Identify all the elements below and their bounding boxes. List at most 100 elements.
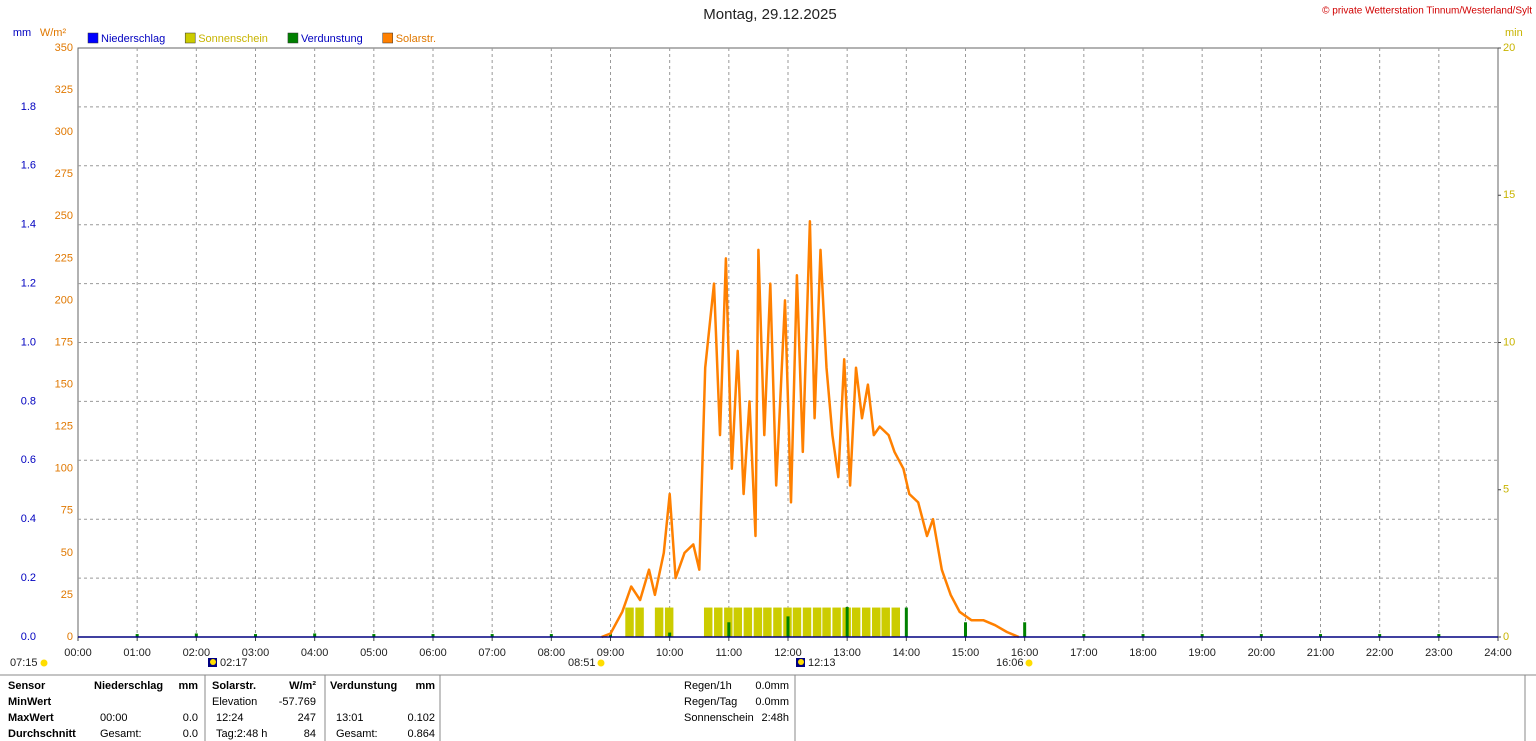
extra-label: Sonnenschein bbox=[684, 712, 754, 724]
marker-label: 12:13 bbox=[808, 657, 836, 669]
x-tick-label: 11:00 bbox=[715, 647, 742, 659]
evaporation-bar bbox=[668, 632, 672, 637]
y-tick-label: 0.6 bbox=[21, 454, 36, 466]
table-header: Solarstr. bbox=[212, 680, 256, 692]
y-tick-label: 1.8 bbox=[21, 101, 36, 113]
table-cell: -57.769 bbox=[279, 696, 316, 708]
legend-label: Verdunstung bbox=[301, 33, 363, 45]
x-tick-label: 12:00 bbox=[774, 647, 802, 659]
sunshine-bar bbox=[773, 607, 782, 637]
y-tick-label: 25 bbox=[61, 589, 73, 601]
evaporation-bar bbox=[964, 622, 967, 637]
table-header: mm bbox=[415, 680, 435, 692]
y-tick-label: 225 bbox=[55, 252, 73, 264]
solar-line bbox=[601, 220, 1020, 639]
y-tick-label: 300 bbox=[55, 126, 73, 138]
row-label: MaxWert bbox=[8, 712, 54, 724]
evaporation-bar bbox=[431, 634, 435, 637]
sunshine-bar bbox=[802, 607, 812, 637]
evaporation-bar bbox=[372, 634, 376, 637]
x-tick-label: 05:00 bbox=[360, 647, 388, 659]
extra-label: Regen/Tag bbox=[684, 696, 737, 708]
y-tick-label: 0.4 bbox=[21, 513, 36, 525]
evaporation-bar bbox=[1200, 634, 1204, 637]
y-tick-label: 0.0 bbox=[21, 631, 36, 643]
table-cell: 0.864 bbox=[407, 728, 435, 740]
sunshine-bar bbox=[891, 607, 901, 637]
evaporation-bar bbox=[609, 633, 612, 637]
y-tick-label: 200 bbox=[55, 294, 73, 306]
marker-label: 07:15 bbox=[10, 657, 38, 669]
y-tick-label: 5 bbox=[1503, 484, 1509, 496]
sunshine-bar bbox=[625, 607, 634, 637]
legend-swatch bbox=[87, 32, 99, 44]
sunshine-bar bbox=[851, 607, 861, 637]
table-header: mm bbox=[178, 680, 198, 692]
y-tick-label: 15 bbox=[1503, 189, 1515, 201]
y-tick-label: 325 bbox=[55, 84, 73, 96]
y-tick-label: 350 bbox=[55, 42, 73, 54]
moon-icon bbox=[210, 659, 216, 665]
sunshine-bar bbox=[792, 607, 802, 637]
evaporation-bar bbox=[1141, 634, 1145, 637]
sunshine-bar bbox=[664, 607, 674, 637]
axis-unit: mm bbox=[13, 27, 31, 39]
evaporation-bar bbox=[1437, 634, 1441, 637]
evaporation-bar bbox=[313, 633, 317, 637]
x-tick-label: 15:00 bbox=[952, 647, 980, 659]
extra-value: 2:48h bbox=[761, 712, 789, 724]
x-tick-label: 23:00 bbox=[1425, 647, 1453, 659]
table-header: Sensor bbox=[8, 680, 46, 692]
table-cell: 00:00 bbox=[100, 712, 128, 724]
y-tick-label: 75 bbox=[61, 505, 73, 517]
evaporation-bar bbox=[490, 634, 494, 637]
y-tick-label: 1.6 bbox=[21, 160, 36, 172]
sunshine-bar bbox=[753, 607, 763, 637]
table-cell: Gesamt: bbox=[336, 728, 378, 740]
evaporation-bar bbox=[845, 606, 849, 637]
extra-value: 0.0mm bbox=[755, 680, 789, 692]
y-tick-label: 0.2 bbox=[21, 572, 36, 584]
legend-label: Sonnenschein bbox=[198, 33, 268, 45]
sunshine-bar bbox=[872, 607, 881, 637]
x-tick-label: 02:00 bbox=[183, 647, 211, 659]
table-header: Niederschlag bbox=[94, 680, 163, 692]
extra-value: 0.0mm bbox=[755, 696, 789, 708]
extra-label: Regen/1h bbox=[684, 680, 732, 692]
evaporation-bar bbox=[727, 622, 731, 637]
y-tick-label: 125 bbox=[55, 421, 73, 433]
sunshine-bar bbox=[881, 607, 890, 637]
x-tick-label: 08:00 bbox=[538, 647, 566, 659]
sunshine-bar bbox=[812, 607, 822, 637]
sunshine-bar bbox=[703, 607, 713, 637]
x-tick-label: 01:00 bbox=[123, 647, 151, 659]
table-cell: 247 bbox=[298, 712, 316, 724]
evaporation-bar bbox=[1259, 634, 1263, 637]
table-cell: Gesamt: bbox=[100, 728, 142, 740]
table-header: Verdunstung bbox=[330, 680, 397, 692]
moon-icon bbox=[798, 659, 804, 665]
table-cell: 0.0 bbox=[183, 712, 198, 724]
sunshine-bar bbox=[743, 607, 753, 637]
y-tick-label: 175 bbox=[55, 336, 73, 348]
sunshine-bar bbox=[733, 607, 743, 637]
x-tick-label: 06:00 bbox=[419, 647, 447, 659]
x-tick-label: 20:00 bbox=[1248, 647, 1276, 659]
y-tick-label: 100 bbox=[55, 463, 73, 475]
sunshine-bar bbox=[654, 607, 664, 637]
sun-icon bbox=[597, 659, 605, 667]
evaporation-bar bbox=[549, 634, 553, 637]
y-tick-label: 150 bbox=[55, 378, 73, 390]
table-cell: 13:01 bbox=[336, 712, 364, 724]
row-label: MinWert bbox=[8, 696, 52, 708]
sunshine-bar bbox=[763, 607, 772, 637]
legend-swatch bbox=[382, 32, 393, 44]
x-tick-label: 03:00 bbox=[242, 647, 270, 659]
chart-title: Montag, 29.12.2025 bbox=[703, 6, 836, 23]
marker-label: 08:51 bbox=[568, 657, 596, 669]
x-tick-label: 16:00 bbox=[1011, 647, 1039, 659]
x-tick-label: 00:00 bbox=[64, 647, 92, 659]
evaporation-bar bbox=[135, 634, 139, 637]
x-tick-label: 19:00 bbox=[1188, 647, 1216, 659]
